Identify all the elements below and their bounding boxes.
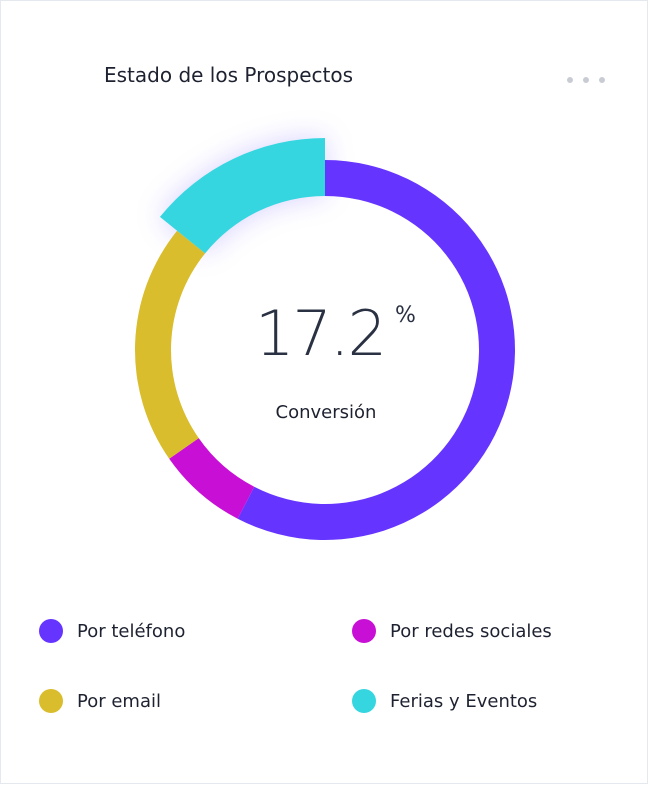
donut-chart bbox=[135, 138, 515, 540]
donut-segment-ferias-y-eventos[interactable] bbox=[159, 138, 325, 254]
legend-label: Por email bbox=[77, 690, 161, 712]
legend-label: Ferias y Eventos bbox=[390, 690, 538, 712]
menu-dot bbox=[583, 77, 589, 83]
legend-swatch bbox=[39, 619, 63, 643]
legend-item-por-email[interactable]: Por email bbox=[39, 689, 161, 713]
menu-dot bbox=[599, 77, 605, 83]
legend-item-ferias-y-eventos[interactable]: Ferias y Eventos bbox=[352, 689, 537, 713]
legend-swatch bbox=[39, 689, 63, 713]
legend-item-por-telefono[interactable]: Por teléfono bbox=[39, 619, 185, 643]
legend-item-por-redes-sociales[interactable]: Por redes sociales bbox=[352, 619, 552, 643]
donut-segment-por-telefono[interactable] bbox=[237, 160, 515, 540]
card-title: Estado de los Prospectos bbox=[104, 63, 354, 87]
donut-segment-por-email[interactable] bbox=[135, 230, 206, 459]
legend-label: Por teléfono bbox=[77, 620, 186, 642]
donut-segment-por-redes-sociales[interactable] bbox=[169, 438, 255, 519]
chart-legend: Por teléfono Por redes sociales Por emai… bbox=[39, 619, 599, 729]
menu-dot bbox=[567, 77, 573, 83]
legend-label: Por redes sociales bbox=[390, 620, 552, 642]
legend-swatch bbox=[352, 619, 376, 643]
legend-swatch bbox=[352, 689, 376, 713]
more-horizontal-icon[interactable] bbox=[567, 71, 605, 89]
conversion-label: Conversión bbox=[275, 402, 377, 423]
